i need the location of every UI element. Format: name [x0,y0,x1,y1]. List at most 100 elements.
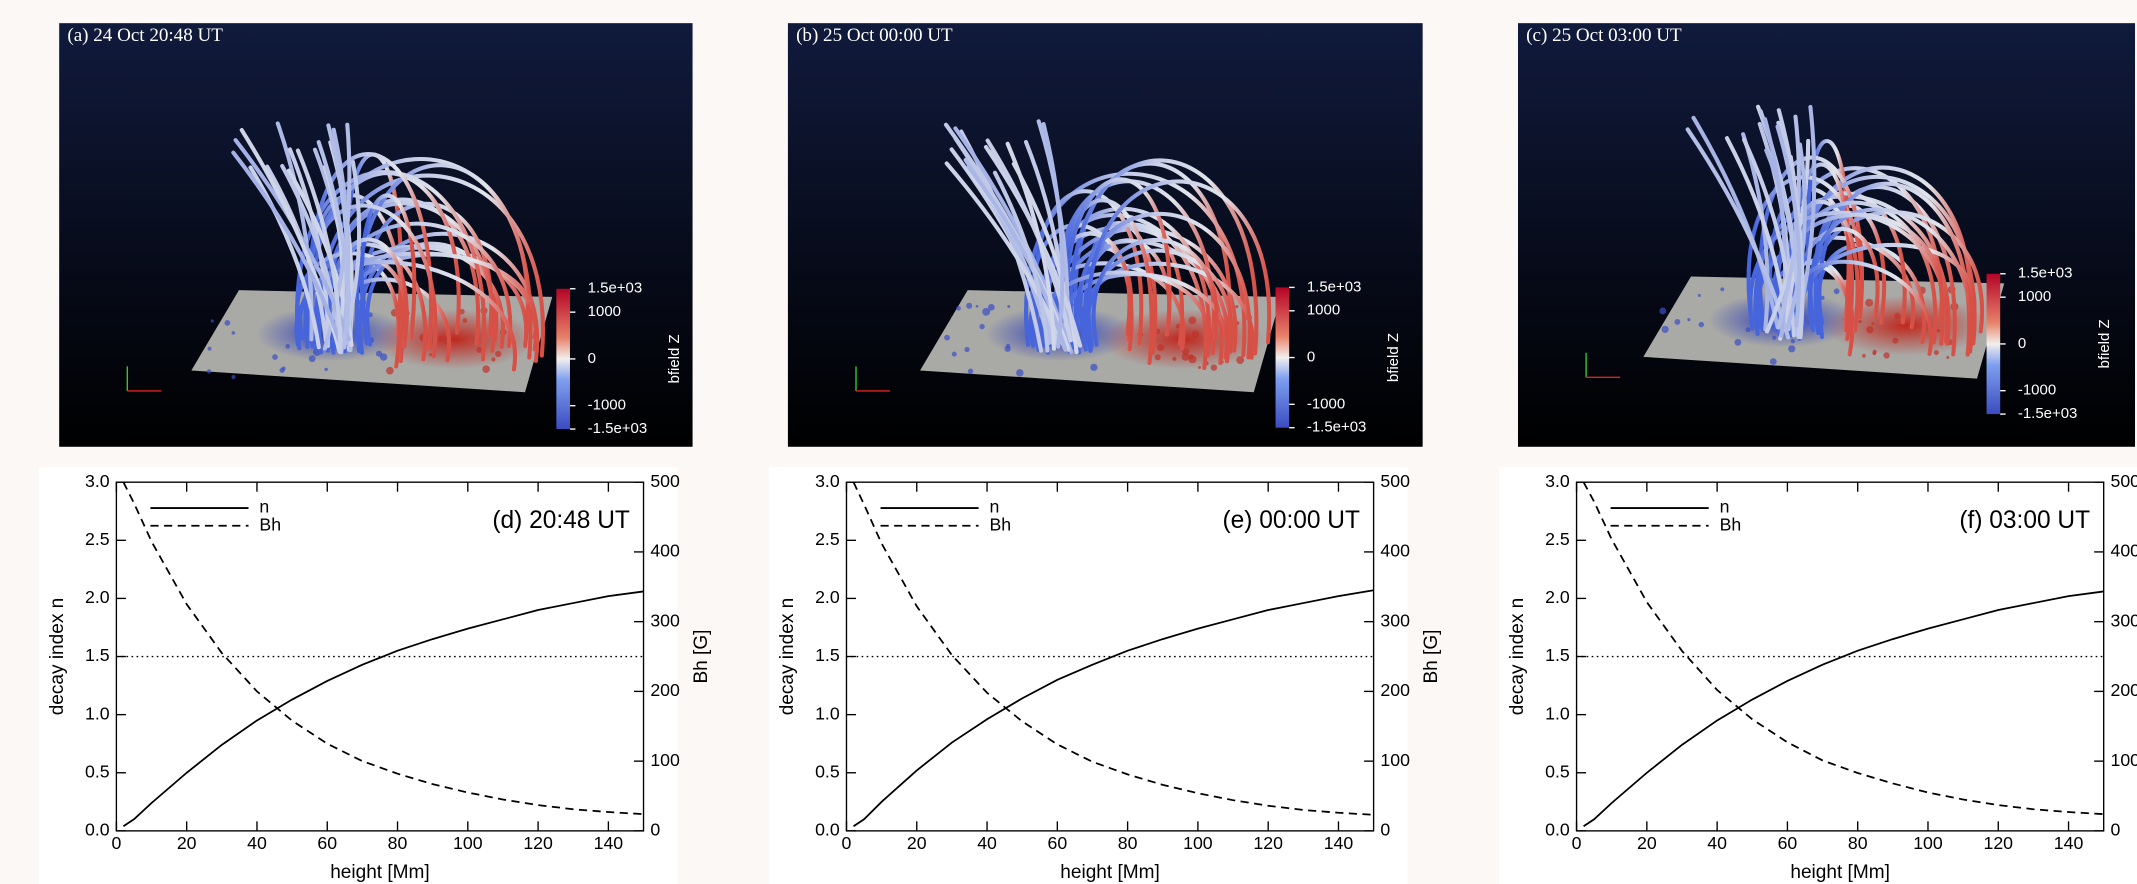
annotation: (d) 20:48 UT [492,507,630,534]
open-field-line [295,148,343,355]
magnetogram-speck [1188,316,1197,325]
field-line [1042,231,1132,355]
y2-tick-label: 400 [1380,541,1410,561]
magnetogram-speck [491,357,496,362]
series-line [1583,590,2104,827]
open-field-line [1691,115,1780,330]
y2-tick-label: 300 [650,610,680,630]
y2-tick-label: 300 [1380,610,1410,630]
magnetogram-speck [1191,330,1200,338]
legend-label: Bh [259,514,281,534]
magnetogram-speck [975,304,979,308]
magnetogram-speck [1865,298,1874,307]
magnetogram-speck [1892,337,1899,344]
legend-label: n [1720,497,1730,517]
magnetogram-speck [1235,305,1239,309]
y2-tick-label: 300 [2111,610,2137,630]
x-axis-title: height [Mm] [330,862,430,883]
y-tick-label: 2.5 [1545,529,1570,549]
y-tick-label: 1.5 [85,645,110,665]
series-line [122,481,644,816]
open-field-line [1776,108,1804,338]
y-axis-title: decay index n [47,598,68,716]
magnetogram-speck [1946,355,1950,359]
y-tick-label: 2.5 [85,529,110,549]
colorbar-tick-label: 1000 [588,303,621,320]
y2-tick-label: 200 [650,680,680,700]
magnetogram-speck [1674,319,1681,325]
colorbar-tick-label: 1000 [1307,302,1340,319]
colorbar-tick-label: 1000 [2018,288,2051,305]
y-tick-label: 1.5 [815,645,840,665]
open-field-line [1775,124,1802,328]
x-tick-label: 20 [907,833,927,853]
magnetogram-speck [1198,366,1202,370]
x-tick-label: 60 [317,833,337,853]
x-tick-label: 60 [1778,833,1798,853]
x-tick-label: 60 [1047,833,1067,853]
x-tick-label: 140 [2054,833,2084,853]
legend-label: n [259,497,269,517]
x-tick-label: 100 [1913,833,1943,853]
magnetogram-speck [1210,364,1218,371]
magnetogram-speck [979,323,985,330]
magnetogram-speck [1007,305,1011,308]
y-tick-label: 0.5 [1545,761,1570,781]
magnetogram-speck [1866,326,1874,334]
chart-background [38,467,678,884]
magnetogram-speck [1894,312,1901,320]
magnetogram-speck [1745,327,1751,333]
field-line [1091,237,1219,347]
y2-tick-label: 200 [1380,680,1410,700]
open-field-line [1005,141,1056,351]
colorbar-tick-label: 0 [588,350,596,367]
annotation: (e) 00:00 UT [1222,507,1360,534]
chart: 0 20 40 60 80 100 120 140 0.0 0.5 1.0 1.5 2.0 2.5 3.0 0… [38,467,712,884]
chart: 0 20 40 60 80 100 120 140 0.0 0.5 1.0 1.5 2.0 2.5 3.0 0… [1498,467,2137,884]
y-tick-label: 0.5 [815,761,840,781]
magnetogram-speck [272,354,278,360]
render-panel: (a) 24 Oct 20:48 UT 1.5e+03 1000 0 -1000 -1.5… [59,23,693,447]
panel-label: (a) 24 Oct 20:48 UT [67,25,223,46]
open-field-line [326,123,351,350]
magnetogram-speck [1933,350,1939,356]
legend-label: Bh [1720,514,1742,534]
colorbar-tick-label: -1.5e+03 [1307,419,1367,436]
y2-tick-label: 500 [1380,471,1410,491]
magnetogram-speck [462,318,468,323]
magnetogram-speck [1858,319,1862,324]
y-tick-label: 1.0 [815,703,840,723]
magnetogram-speck [495,350,502,358]
magnetogram-speck [437,335,445,343]
y-tick-label: 3.0 [1545,471,1570,491]
open-field-line [1785,142,1807,330]
field-line [327,237,409,355]
y-tick-label: 0.0 [85,820,110,840]
x-tick-label: 100 [453,833,483,853]
x-tick-label: 140 [594,833,624,853]
magnetogram-speck [386,366,394,375]
y-tick-label: 0.0 [1545,820,1570,840]
colorbar-tick-label: -1.5e+03 [2018,405,2078,422]
x-tick-label: 0 [1572,833,1582,853]
magnetogram-speck [285,344,291,349]
chart: 0 20 40 60 80 100 120 140 0.0 0.5 1.0 1.5 2.0 2.5 3.0 0… [768,467,1442,884]
y2-tick-label: 200 [2111,680,2137,700]
open-field-line [944,161,1068,352]
magnetogram-speck [951,351,957,357]
y-tick-label: 1.0 [1545,703,1570,723]
colorbar [1986,273,2001,415]
series-line [122,590,644,827]
x-axis-title: height [Mm] [1790,862,1890,883]
y-tick-label: 2.5 [815,529,840,549]
field-line [1075,211,1252,360]
field-line [1068,158,1259,356]
magnetogram-speck [1661,325,1669,333]
magnetogram-speck [944,334,950,341]
magnetogram-speck [1659,307,1667,315]
magnetogram-speck [1016,369,1024,377]
magnetogram-speck [1872,351,1877,356]
open-field-line [992,170,1050,353]
